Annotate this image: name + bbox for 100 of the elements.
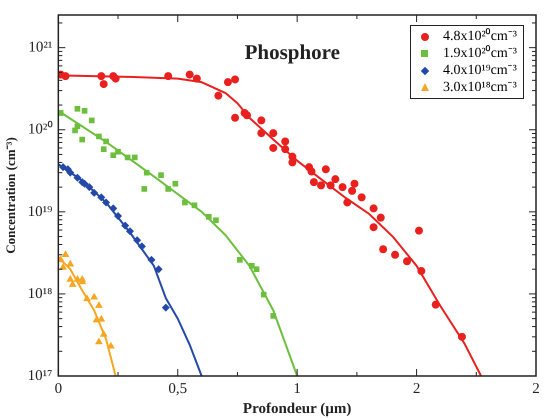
point — [66, 260, 74, 266]
point — [95, 337, 103, 344]
point — [72, 128, 78, 134]
point — [90, 292, 98, 300]
point — [432, 300, 440, 309]
point — [358, 193, 366, 202]
point — [61, 72, 70, 80]
point — [79, 136, 86, 142]
legend-label: 3.0x10¹⁸cm⁻³ — [443, 79, 517, 96]
point — [269, 144, 278, 152]
point — [307, 168, 316, 176]
point — [458, 332, 466, 341]
point — [310, 178, 318, 186]
x-tick-label: 2 — [532, 380, 540, 397]
point — [379, 245, 388, 254]
point — [103, 138, 109, 144]
point — [260, 292, 267, 298]
point — [376, 214, 385, 222]
point — [100, 146, 107, 152]
point — [158, 172, 164, 178]
point — [124, 154, 130, 160]
point — [90, 188, 98, 197]
x-tick-label: 0,5 — [168, 380, 188, 397]
point — [281, 137, 290, 146]
point — [231, 114, 240, 122]
point — [350, 180, 358, 188]
point — [206, 214, 212, 220]
point — [370, 223, 378, 232]
point — [281, 145, 290, 154]
point — [109, 204, 118, 212]
point — [317, 181, 326, 190]
point — [97, 193, 106, 202]
point — [83, 294, 91, 302]
point — [331, 175, 340, 184]
point — [126, 227, 134, 236]
y-tick-label: 10¹⁷ — [28, 368, 52, 384]
x-tick-label: 2 — [412, 380, 420, 397]
point — [237, 257, 243, 263]
point — [100, 330, 108, 337]
legend-label: 4.0x10¹⁹cm⁻³ — [443, 62, 517, 79]
y-axis-title: Concentration (cm⁻³) — [3, 137, 18, 254]
point — [269, 129, 278, 138]
point — [96, 134, 102, 140]
point — [417, 267, 426, 276]
point — [338, 183, 347, 192]
point — [59, 163, 68, 172]
point — [102, 198, 110, 206]
point — [348, 186, 356, 195]
point — [73, 174, 82, 182]
point — [192, 202, 198, 208]
point — [78, 274, 86, 282]
point — [186, 70, 194, 79]
x-tick-label: 1 — [293, 380, 301, 397]
point — [154, 265, 163, 274]
point — [257, 116, 266, 124]
point — [141, 186, 148, 192]
point — [66, 168, 74, 177]
point — [164, 72, 172, 80]
y-tick-label: 10¹⁹ — [28, 204, 52, 220]
point — [270, 313, 276, 319]
point — [243, 111, 252, 120]
point — [213, 217, 219, 224]
point — [182, 200, 188, 206]
point — [322, 165, 330, 174]
point — [106, 342, 115, 349]
point — [343, 198, 352, 206]
point — [138, 242, 146, 250]
y-tick-label: 10²¹ — [28, 40, 52, 56]
text: Phosphore — [244, 40, 340, 65]
point — [370, 204, 378, 212]
point — [74, 106, 80, 112]
point — [97, 72, 106, 80]
point — [214, 92, 222, 100]
point — [254, 266, 260, 272]
point — [82, 108, 88, 114]
point — [224, 78, 232, 86]
point — [62, 250, 70, 257]
x-axis-title: Profondeur (µm) — [242, 400, 352, 417]
point — [133, 236, 142, 244]
point — [403, 257, 412, 266]
point — [95, 301, 103, 308]
x-tick-label: 0 — [54, 380, 62, 397]
point — [115, 148, 121, 155]
legend-label: 4.8x10²⁰cm⁻³ — [443, 28, 517, 45]
point — [132, 154, 138, 160]
point — [165, 186, 172, 192]
y-tick-label: 10¹⁸ — [28, 286, 52, 302]
point — [231, 75, 240, 84]
legend-label: 1.9x10²⁰cm⁻³ — [443, 45, 517, 62]
point — [147, 256, 156, 264]
point — [162, 304, 170, 312]
point — [100, 80, 108, 88]
point — [112, 74, 120, 83]
point — [172, 180, 178, 187]
point — [144, 170, 150, 176]
y-tick-label: 10²⁰ — [28, 120, 52, 138]
point — [326, 181, 335, 190]
point — [414, 226, 423, 235]
point — [58, 255, 65, 262]
point — [85, 183, 94, 192]
